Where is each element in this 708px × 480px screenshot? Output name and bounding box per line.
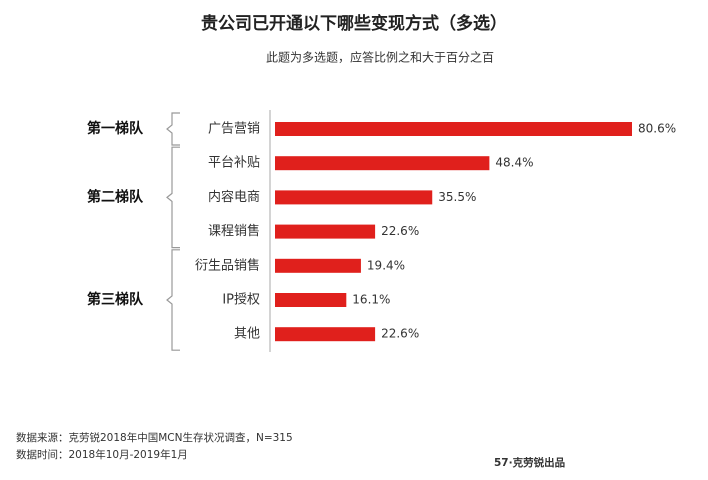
category-label: IP授权 <box>222 292 260 308</box>
bar <box>275 258 361 273</box>
period-note: 数据时间：2018年10月-2019年1月 <box>16 448 188 461</box>
value-label: 35.5% <box>438 190 476 204</box>
bar <box>275 293 347 307</box>
group-bracket <box>166 112 180 146</box>
category-label: 课程销售 <box>208 223 260 239</box>
bar <box>275 224 376 239</box>
value-label: 16.1% <box>352 293 390 307</box>
value-label: 22.6% <box>381 224 419 238</box>
group-label: 第一梯队 <box>87 120 144 137</box>
source-note: 数据来源：克劳锐2018年中国MCN生存状况调查，N=315 <box>16 431 293 444</box>
group-label: 第二梯队 <box>87 188 144 205</box>
bar <box>275 156 490 171</box>
value-label: 80.6% <box>638 122 676 136</box>
bar <box>275 327 376 342</box>
group-bracket <box>166 249 180 351</box>
value-label: 48.4% <box>495 156 533 170</box>
category-label: 广告营销 <box>208 122 260 137</box>
group-bracket <box>166 146 180 249</box>
category-label: 平台补贴 <box>208 156 260 171</box>
chart-title: 贵公司已开通以下哪些变现方式（多选） <box>201 13 507 34</box>
category-label: 内容电商 <box>208 189 260 205</box>
group-label: 第三梯队 <box>87 291 144 308</box>
bar <box>275 190 433 205</box>
value-label: 19.4% <box>367 258 405 272</box>
bar <box>275 122 632 136</box>
category-label: 其他 <box>234 327 260 342</box>
brand-note: 57·克劳锐出品 <box>494 456 565 469</box>
category-label: 衍生品销售 <box>195 257 260 273</box>
chart-subtitle: 此题为多选题，应答比例之和大于百分之百 <box>266 50 494 65</box>
value-label: 22.6% <box>381 327 419 341</box>
